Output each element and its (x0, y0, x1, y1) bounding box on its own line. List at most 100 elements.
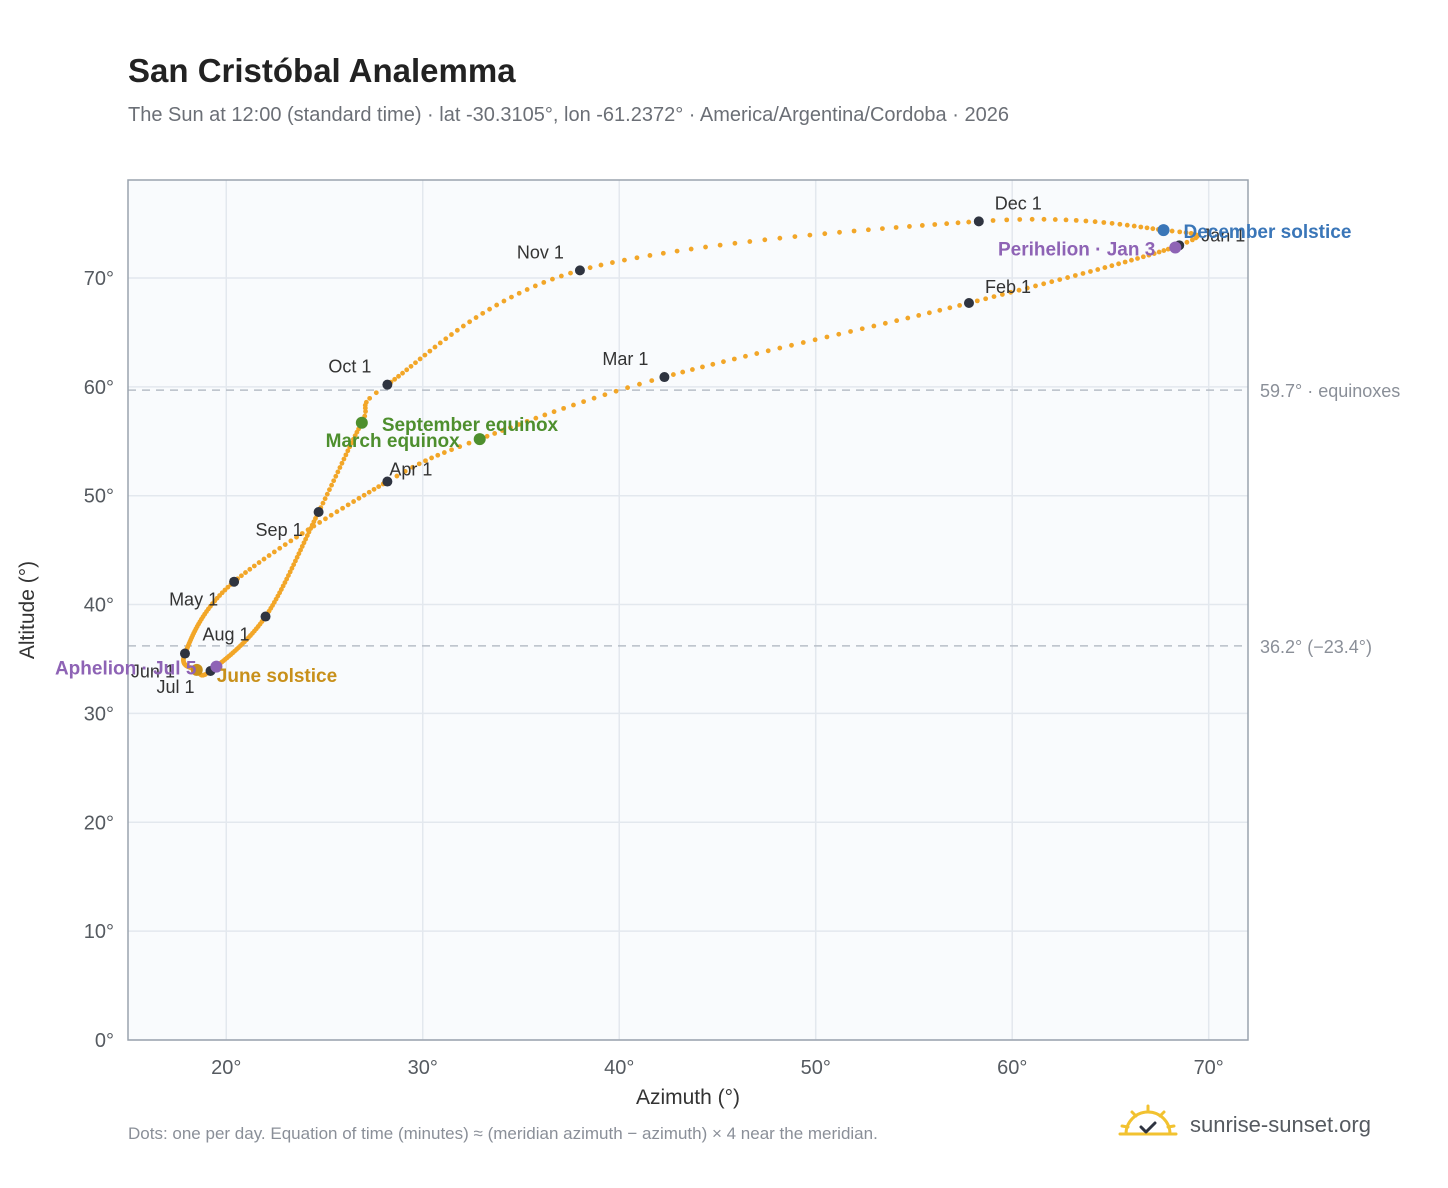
x-tick-label: 30° (408, 1057, 438, 1079)
x-tick-label: 70° (1194, 1057, 1224, 1079)
daily-dot (919, 223, 925, 228)
daily-dot (836, 331, 842, 337)
daily-dot (558, 273, 564, 279)
daily-dot (571, 402, 576, 408)
daily-dot (298, 547, 303, 553)
daily-dot (1177, 229, 1183, 235)
daily-dot (341, 456, 347, 462)
daily-dot (247, 566, 253, 572)
month-marker (973, 216, 984, 227)
daily-dot (277, 545, 283, 551)
daily-dot (710, 361, 716, 367)
y-tick-label: 30° (84, 703, 114, 725)
daily-dot (754, 351, 760, 356)
daily-dot (1049, 279, 1055, 285)
page-title: San Cristóbal Analemma (128, 52, 516, 89)
daily-dot (296, 551, 302, 557)
daily-dot (1083, 218, 1089, 224)
daily-dot (350, 436, 356, 442)
daily-dot (266, 553, 272, 558)
daily-dot (765, 348, 771, 354)
event-label: September equinox (382, 415, 559, 436)
daily-dot (532, 283, 538, 289)
daily-dot (649, 378, 655, 384)
daily-dot (800, 340, 806, 345)
daily-dot (501, 298, 507, 304)
daily-dot (622, 257, 627, 263)
daily-dot (410, 464, 415, 470)
daily-dot (1190, 237, 1195, 243)
daily-dot (516, 290, 522, 296)
daily-dot (343, 452, 349, 458)
daily-dot (435, 452, 441, 458)
daily-dot (323, 516, 328, 522)
daily-dot (402, 468, 408, 474)
daily-dot (789, 342, 794, 348)
daily-dot (324, 491, 330, 497)
event-label: Aphelion · Jul 5 (55, 659, 197, 680)
daily-dot (1065, 275, 1071, 280)
daily-dot (427, 348, 433, 354)
daily-dot (301, 540, 307, 546)
month-label: Aug 1 (202, 625, 249, 645)
daily-dot (289, 565, 295, 571)
daily-dot (882, 320, 888, 326)
daily-dot (251, 563, 257, 569)
daily-dot (449, 332, 454, 337)
daily-dot (508, 425, 513, 430)
plot-background (128, 180, 1248, 1040)
daily-dot (1063, 217, 1069, 223)
page-subtitle: The Sun at 12:00 (standard time) · lat -… (128, 104, 1009, 126)
daily-dot (999, 292, 1005, 297)
daily-dot (634, 255, 640, 261)
x-tick-label: 40° (604, 1057, 634, 1079)
footnote: Dots: one per day. Equation of time (min… (128, 1124, 878, 1143)
daily-dot (1024, 285, 1030, 291)
daily-dot (561, 405, 567, 411)
daily-dot (333, 473, 339, 479)
daily-dot (1073, 217, 1079, 223)
daily-dot (294, 554, 300, 560)
daily-dot (670, 372, 676, 377)
daily-dot (1095, 267, 1101, 272)
daily-dot (347, 444, 353, 450)
daily-dot (1041, 216, 1047, 222)
daily-dot (743, 353, 748, 359)
daily-dot (299, 543, 305, 549)
daily-dot (990, 218, 996, 223)
y-tick-label: 40° (84, 595, 114, 617)
daily-dot (460, 323, 466, 329)
daily-dot (363, 399, 369, 405)
daily-dot (731, 356, 737, 362)
daily-dot (1124, 222, 1130, 228)
month-marker (659, 372, 670, 383)
daily-dot (690, 367, 695, 372)
daily-dot (1109, 220, 1115, 226)
month-marker (260, 611, 271, 622)
y-tick-label: 70° (84, 268, 114, 290)
daily-dot (291, 562, 297, 568)
daily-dot (328, 512, 334, 518)
daily-dot (467, 319, 473, 325)
x-tick-label: 20° (211, 1057, 241, 1079)
daily-dot (957, 302, 962, 308)
daily-dot (613, 388, 619, 394)
daily-dot (837, 229, 842, 235)
event-label: June solstice (217, 666, 337, 687)
daily-dot (551, 409, 557, 415)
y-tick-label: 50° (84, 486, 114, 508)
event-marker (210, 660, 223, 673)
daily-dot (851, 228, 857, 234)
daily-dot (243, 570, 248, 575)
brand-logo[interactable]: sunrise-sunset.org (1118, 1100, 1388, 1150)
daily-dot (610, 260, 615, 265)
daily-dot (762, 237, 768, 243)
daily-dot (637, 381, 642, 387)
daily-dot (492, 431, 498, 436)
daily-dot (322, 496, 328, 502)
daily-dot (893, 225, 899, 230)
daily-dot (432, 344, 438, 350)
month-label: Jun 1 (131, 662, 175, 682)
daily-dot (587, 265, 593, 271)
daily-dot (340, 505, 345, 511)
